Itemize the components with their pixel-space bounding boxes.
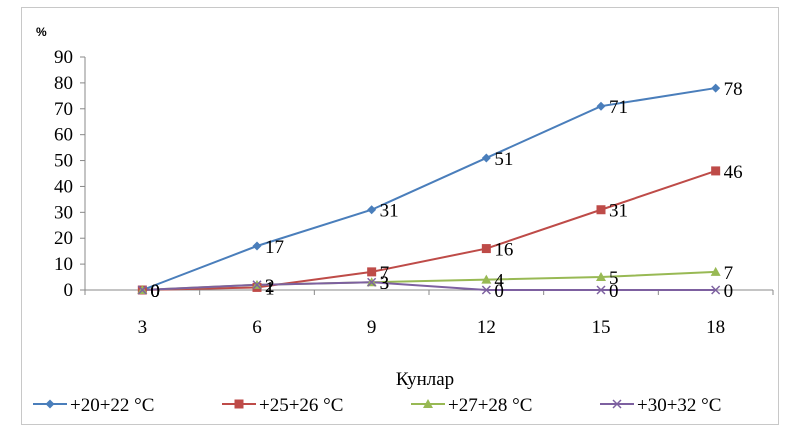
data-label: 2 xyxy=(265,276,275,297)
data-point xyxy=(137,285,147,295)
data-label: 0 xyxy=(150,281,160,302)
data-label: 0 xyxy=(150,281,160,302)
legend-marker xyxy=(423,399,433,408)
marker-stroke xyxy=(612,399,622,409)
y-tick-label: 80 xyxy=(54,73,73,94)
data-point xyxy=(481,285,491,295)
legend: +20+22 °C +25+26 °C +27+28 °C +30+32 °C xyxy=(33,395,721,416)
data-point xyxy=(481,274,492,284)
data-label: 17 xyxy=(265,237,284,258)
data-label: 1 xyxy=(265,278,275,299)
y-tick-label: 50 xyxy=(54,151,73,172)
x-tick-label: 12 xyxy=(477,317,496,338)
data-point xyxy=(596,101,606,111)
x-tick-label: 15 xyxy=(592,317,611,338)
data-label: 51 xyxy=(494,149,513,170)
data-label: 0 xyxy=(150,281,160,302)
x-axis-title: Кунлар xyxy=(396,369,454,390)
data-point xyxy=(711,83,721,93)
series-lines xyxy=(141,87,716,291)
x-tick-label: 3 xyxy=(138,317,148,338)
marker-stroke xyxy=(596,285,606,295)
series-line-4 xyxy=(142,281,716,291)
data-point xyxy=(711,285,721,295)
data-label: 0 xyxy=(609,281,619,302)
chart-frame xyxy=(21,7,779,425)
legend-marker xyxy=(45,399,55,409)
data-point xyxy=(367,267,377,277)
data-point xyxy=(367,205,377,215)
axes xyxy=(80,56,774,295)
y-tick-label: 40 xyxy=(54,176,73,197)
data-label: 3 xyxy=(380,273,390,294)
legend-marker xyxy=(612,399,622,409)
y-tick-label: 20 xyxy=(54,228,73,249)
data-label: 5 xyxy=(609,268,619,289)
legend-marker xyxy=(234,399,244,409)
y-axis-unit: % xyxy=(36,25,47,39)
data-label: 7 xyxy=(724,263,734,284)
data-point xyxy=(596,205,606,215)
data-label: 78 xyxy=(724,79,743,100)
data-label: 7 xyxy=(380,263,390,284)
y-tick-labels: 0 10 20 30 40 50 60 70 80 90 xyxy=(54,47,73,301)
data-point xyxy=(252,241,262,251)
data-point xyxy=(481,153,491,163)
x-tick-label: 18 xyxy=(706,317,725,338)
y-tick-label: 90 xyxy=(54,47,73,68)
y-tick-label: 0 xyxy=(64,280,74,301)
data-point xyxy=(252,280,262,290)
data-label: 16 xyxy=(494,240,513,261)
data-label: 4 xyxy=(494,271,504,292)
data-point xyxy=(596,272,606,282)
data-label: 3 xyxy=(380,273,390,294)
data-label: 0 xyxy=(494,281,504,302)
x-tick-label: 9 xyxy=(367,317,377,338)
legend-label: +30+32 °C xyxy=(637,395,721,416)
y-tick-label: 60 xyxy=(54,125,73,146)
data-label: 31 xyxy=(380,201,399,222)
marker-stroke xyxy=(137,285,147,295)
data-point xyxy=(596,285,606,295)
legend-label: +20+22 °C xyxy=(70,395,154,416)
x-tick-labels: 3 6 9 12 15 18 xyxy=(138,317,726,338)
series-markers xyxy=(137,83,721,295)
y-tick-label: 70 xyxy=(54,99,73,120)
data-point xyxy=(711,166,721,176)
marker-stroke xyxy=(481,285,491,295)
data-point xyxy=(710,266,721,276)
data-label: 46 xyxy=(724,162,743,183)
series-line-2 xyxy=(142,169,716,291)
data-label: 71 xyxy=(609,97,628,118)
data-label: 2 xyxy=(265,276,275,297)
x-tick-label: 6 xyxy=(252,317,262,338)
data-label: 31 xyxy=(609,201,628,222)
series-line-1 xyxy=(141,87,716,291)
marker-stroke xyxy=(711,285,721,295)
legend-label: +27+28 °C xyxy=(448,395,532,416)
marker-stroke xyxy=(367,277,377,287)
data-point xyxy=(481,244,491,254)
y-tick-label: 10 xyxy=(54,254,73,275)
data-label: 0 xyxy=(724,281,734,302)
data-point xyxy=(367,277,377,287)
marker-stroke xyxy=(252,280,262,290)
legend-label: +25+26 °C xyxy=(259,395,343,416)
data-label: 0 xyxy=(150,281,160,302)
y-tick-label: 30 xyxy=(54,202,73,223)
